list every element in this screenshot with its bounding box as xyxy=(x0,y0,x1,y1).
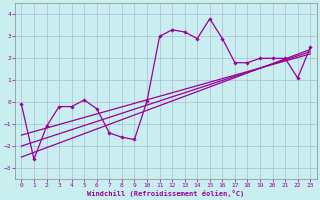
X-axis label: Windchill (Refroidissement éolien,°C): Windchill (Refroidissement éolien,°C) xyxy=(87,190,244,197)
